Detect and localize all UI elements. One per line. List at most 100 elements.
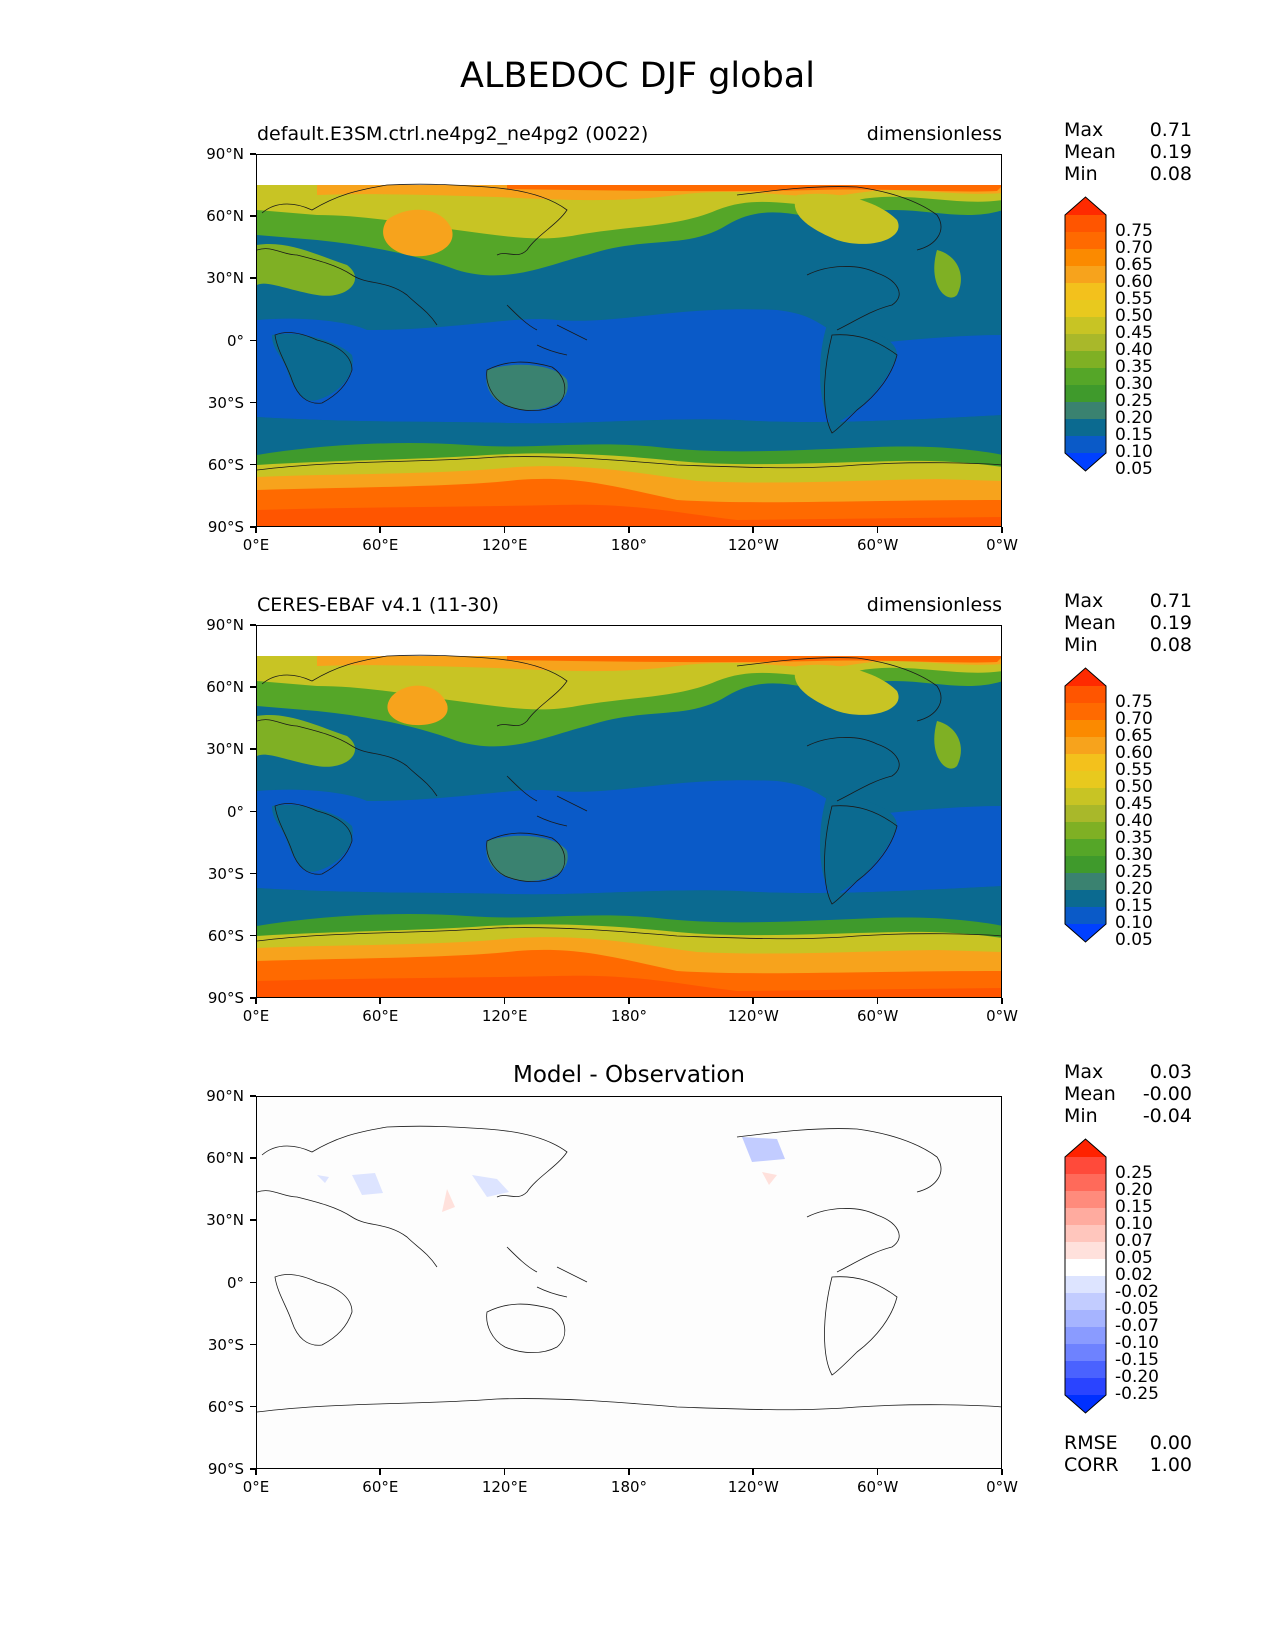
colorbar-swatch xyxy=(1065,907,1106,925)
lat-tick-mark xyxy=(250,463,256,466)
stat-label: RMSE xyxy=(1064,1432,1118,1454)
stat-label: Max xyxy=(1064,119,1104,141)
colorbar-extend-min xyxy=(1065,453,1106,471)
colorbar-tick-label: -0.02 xyxy=(1115,1282,1159,1302)
colorbar-tick-label: 0.20 xyxy=(1115,879,1153,899)
colorbar-swatch xyxy=(1065,1225,1106,1243)
colorbar-tick-label: 0.50 xyxy=(1115,777,1153,797)
lon-tick-mark xyxy=(255,1469,257,1475)
colorbar-tick-label: -0.20 xyxy=(1115,1367,1159,1387)
colorbar-swatch xyxy=(1065,703,1106,721)
colorbar-tick-label: 0.25 xyxy=(1115,391,1153,411)
colorbar-swatch xyxy=(1065,890,1106,908)
lon-tick-mark xyxy=(1001,527,1003,533)
panel-title-diff: Model - Observation xyxy=(512,1062,746,1088)
colorbar-swatch xyxy=(1065,351,1106,369)
colorbar-tick-label: 0.55 xyxy=(1115,760,1153,780)
lon-tick-label: 0°E xyxy=(242,1007,270,1025)
stat-value: 0.08 xyxy=(1149,634,1192,656)
stat-value: -0.00 xyxy=(1142,1083,1192,1105)
lat-tick-label: 30°N xyxy=(206,1211,244,1230)
colorbar-extend-max xyxy=(1065,1139,1106,1157)
stat-label: Min xyxy=(1064,634,1098,656)
lon-tick-label: 120°E xyxy=(481,1007,528,1025)
colorbar-tick-label: -0.07 xyxy=(1115,1316,1159,1336)
colorbar-swatch xyxy=(1065,300,1106,318)
lat-tick-mark xyxy=(250,748,256,750)
lon-tick-label: 120°W xyxy=(727,1007,779,1025)
lat-tick-label: 90°N xyxy=(206,616,244,634)
colorbar-tick-label: 0.05 xyxy=(1115,459,1153,479)
lat-tick-label: 30°N xyxy=(206,269,244,288)
field-diff xyxy=(257,1097,1001,1468)
colorbar-test xyxy=(1064,196,1107,472)
lon-tick-mark xyxy=(876,527,879,533)
colorbar-swatch xyxy=(1065,856,1106,874)
stat-label: Max xyxy=(1064,1061,1104,1083)
lat-tick-label: 30°S xyxy=(207,864,244,883)
colorbar-tick-label: 0.15 xyxy=(1115,1197,1153,1217)
colorbar-swatch xyxy=(1065,419,1106,437)
colorbar-tick-label: 0.05 xyxy=(1115,1248,1153,1268)
lon-tick-label: 60°W xyxy=(856,536,899,554)
contour-fill-ref xyxy=(257,626,1001,997)
lon-tick-label: 120°E xyxy=(481,536,528,554)
colorbar-swatch xyxy=(1065,402,1106,420)
colorbar-tick-label: 0.75 xyxy=(1115,692,1153,712)
stat-value: 0.03 xyxy=(1149,1061,1192,1083)
lon-tick-mark xyxy=(1001,998,1003,1004)
colorbar-tick-label: 0.30 xyxy=(1115,374,1153,394)
lon-tick-label: 120°W xyxy=(727,536,779,554)
lon-tick-mark xyxy=(628,1469,630,1475)
colorbar-swatch xyxy=(1065,720,1106,738)
lat-tick-mark xyxy=(250,1095,256,1097)
lon-tick-mark xyxy=(379,998,381,1004)
colorbar-swatch xyxy=(1065,788,1106,806)
stat-value: 0.71 xyxy=(1149,119,1192,141)
map-diff xyxy=(256,1096,1002,1469)
lat-tick-label: 90°N xyxy=(206,1087,244,1105)
lat-tick-label: 90°S xyxy=(207,1460,244,1478)
lat-tick-label: 0° xyxy=(226,1273,244,1292)
colorbar-tick-label: 0.75 xyxy=(1115,221,1153,241)
colorbar-tick-label: 0.10 xyxy=(1115,442,1153,462)
stat-value: 0.71 xyxy=(1149,590,1192,612)
lat-tick-label: 30°N xyxy=(206,740,244,759)
lat-tick-mark xyxy=(250,686,256,688)
stat-label: Mean xyxy=(1064,1083,1116,1105)
lon-tick-mark xyxy=(752,998,754,1004)
lon-tick-mark xyxy=(628,998,630,1004)
colorbar-tick-label: 0.02 xyxy=(1115,1265,1153,1285)
colorbar-swatch xyxy=(1065,1327,1106,1345)
colorbar-extend-max xyxy=(1065,668,1106,686)
lat-tick-mark xyxy=(250,624,256,626)
colorbar-swatch xyxy=(1065,232,1106,250)
colorbar-tick-label: 0.20 xyxy=(1115,1180,1153,1200)
stat-row-rmse: RMSE 0.00 xyxy=(1064,1432,1192,1454)
colorbar-tick-label: 0.45 xyxy=(1115,794,1153,814)
lon-tick-label: 180° xyxy=(610,1007,648,1025)
colorbar-swatch xyxy=(1065,1191,1106,1209)
lat-tick-mark xyxy=(250,997,256,999)
map-test xyxy=(256,154,1002,527)
stat-value: 1.00 xyxy=(1149,1454,1192,1476)
colorbar-swatch xyxy=(1065,436,1106,454)
stat-label: Min xyxy=(1064,1105,1098,1127)
colorbar-extend-max xyxy=(1065,197,1106,215)
colorbar-extend-min xyxy=(1065,924,1106,942)
lat-tick-mark xyxy=(250,1405,256,1408)
lat-tick-mark xyxy=(250,339,256,341)
stat-row-mean: Mean -0.00 xyxy=(1064,1083,1192,1105)
lat-tick-label: 90°S xyxy=(207,518,244,536)
colorbar-tick-label: 0.07 xyxy=(1115,1231,1153,1251)
lon-tick-label: 60°E xyxy=(362,536,399,554)
colorbar-swatch xyxy=(1065,368,1106,386)
colorbar-swatch xyxy=(1065,266,1106,284)
colorbar-tick-label: 0.50 xyxy=(1115,306,1153,326)
lat-tick-label: 60°S xyxy=(207,455,244,474)
colorbar-swatch xyxy=(1065,317,1106,335)
units-label-ref: dimensionless xyxy=(866,594,1002,616)
field-test xyxy=(257,155,1001,526)
lon-tick-label: 120°W xyxy=(727,1478,779,1496)
colorbar-swatch xyxy=(1065,1208,1106,1226)
